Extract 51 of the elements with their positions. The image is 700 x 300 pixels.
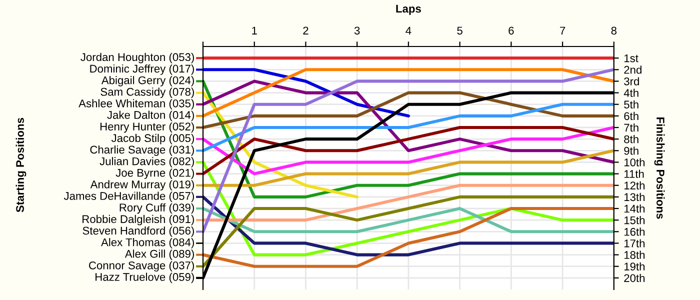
x-tick-label: 6 <box>508 26 514 35</box>
legend-label: Alex Gill (089) <box>124 250 194 260</box>
legend-label: Julian Davies (082) <box>100 157 194 168</box>
x-tick-label: 1 <box>252 26 257 34</box>
legend-label: Rory Cuff (039) <box>120 203 194 214</box>
y-tick-label: 9th <box>624 146 638 155</box>
legend-label: James DeHavillande (057) <box>64 192 194 202</box>
legend-label: Robbie Dalgleish (091) <box>82 214 194 226</box>
x-tick-label: 5 <box>457 26 462 35</box>
x-tick-label: 4 <box>406 26 412 34</box>
y-tick-label: 10th <box>624 158 645 166</box>
y-tick-label: 11th <box>624 170 644 178</box>
legend-label: Henry Hunter (052) <box>100 122 194 133</box>
y-tick-label: 18th <box>624 250 645 259</box>
legend-label: Jordan Houghton (053) <box>80 52 194 64</box>
text: Alex Thomas (084) <box>101 238 194 248</box>
y-tick-label: 2nd <box>624 66 642 74</box>
legend-label: Abigail Gerry (024) <box>101 76 194 86</box>
y-tick-label: 19th <box>624 262 645 270</box>
y-tick-label: 20th <box>624 274 645 282</box>
legend-label: Ashlee Whiteman (035) <box>78 99 194 110</box>
x-tick-label: 2 <box>303 26 308 34</box>
legend-label: Connor Savage (037) <box>89 261 194 272</box>
legend-label: Jake Dalton (014) <box>107 110 194 122</box>
legend-label: Jacob Stilp (005) <box>111 134 194 144</box>
y-tick-label: 8th <box>624 135 638 144</box>
y-tick-label: 16th <box>624 228 645 236</box>
x-tick-label: 8 <box>611 26 617 35</box>
legend-label: Andrew Murray (019) <box>90 180 194 191</box>
legend-label: Hazz Truelove (059) <box>96 272 194 284</box>
y-tick-label: 15th <box>624 216 645 224</box>
y-tick-label: 6th <box>624 112 638 120</box>
legend-label: Steven Handford (056) <box>82 226 194 237</box>
x-tick-label: 7 <box>560 26 566 34</box>
y-tick-label: 4th <box>624 88 638 97</box>
y-tick-label: 12th <box>624 181 645 190</box>
text: Starting Positions <box>16 118 26 212</box>
y-axis-title: Finishing Positions <box>654 118 665 219</box>
legend-label: Dominic Jeffrey (017) <box>90 64 194 75</box>
y-tick-label: 7th <box>624 123 638 132</box>
y-tick-label: 13th <box>624 192 645 202</box>
y-tick-label: 17th <box>624 239 645 248</box>
x-axis-title: Laps <box>396 4 421 15</box>
legend-label: Sam Cassidy (078) <box>100 88 194 98</box>
legend-label: Joe Byrne (021) <box>116 168 194 179</box>
y-tick-label: 1st <box>624 54 638 62</box>
y-tick-label: 3rd <box>624 77 639 86</box>
y-tick-label: 14th <box>624 204 645 213</box>
y-tick-label: 5th <box>624 100 638 108</box>
legend-label: Charlie Savage (031) <box>90 145 194 156</box>
x-tick-label: 3 <box>354 26 360 35</box>
